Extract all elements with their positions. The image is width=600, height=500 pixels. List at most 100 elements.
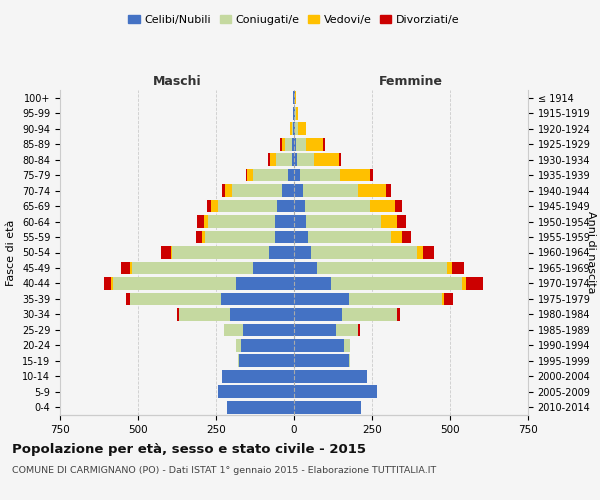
Bar [307,215,382,228]
Bar [221,292,294,306]
Bar [161,246,171,259]
Bar [247,169,253,181]
Bar [293,122,294,135]
Y-axis label: Fasce di età: Fasce di età [7,220,16,286]
Bar [292,122,293,135]
Bar [294,246,311,259]
Bar [222,370,294,382]
Bar [336,324,358,336]
Bar [277,200,294,212]
Bar [294,277,331,290]
Bar [230,308,294,321]
Bar [304,184,358,197]
Bar [382,215,397,228]
Bar [349,292,442,306]
Bar [292,138,294,150]
Bar [211,200,218,212]
Bar [171,246,172,259]
Legend: Celibi/Nubili, Coniugati/e, Vedovi/e, Divorziati/e: Celibi/Nubili, Coniugati/e, Vedovi/e, Di… [124,10,464,29]
Bar [294,107,295,120]
Bar [463,277,466,290]
Bar [395,200,401,212]
Bar [121,262,130,274]
Bar [444,292,453,306]
Bar [202,230,205,243]
Bar [284,138,292,150]
Bar [305,200,370,212]
Bar [224,324,242,336]
Bar [130,292,221,306]
Bar [242,324,294,336]
Bar [294,401,361,413]
Bar [294,324,336,336]
Bar [296,107,298,120]
Bar [344,339,350,351]
Text: Femmine: Femmine [379,74,443,88]
Bar [196,230,202,243]
Bar [288,169,294,181]
Bar [331,277,463,290]
Bar [172,246,269,259]
Bar [205,230,275,243]
Text: Popolazione per età, sesso e stato civile - 2015: Popolazione per età, sesso e stato civil… [12,442,366,456]
Text: COMUNE DI CARMIGNANO (PO) - Dati ISTAT 1° gennaio 2015 - Elaborazione TUTTITALIA: COMUNE DI CARMIGNANO (PO) - Dati ISTAT 1… [12,466,436,475]
Bar [112,277,113,290]
Bar [227,401,294,413]
Bar [218,386,294,398]
Bar [294,230,308,243]
Bar [294,154,297,166]
Bar [294,262,317,274]
Bar [179,308,230,321]
Bar [343,308,397,321]
Bar [276,154,292,166]
Bar [292,154,294,166]
Bar [269,154,276,166]
Bar [275,230,294,243]
Bar [397,308,400,321]
Bar [294,354,349,367]
Bar [401,230,411,243]
Bar [391,230,401,243]
Bar [323,138,325,150]
Bar [442,292,444,306]
Bar [294,138,296,150]
Bar [466,277,483,290]
Bar [349,354,350,367]
Bar [281,138,284,150]
Text: Maschi: Maschi [152,74,202,88]
Bar [424,246,434,259]
Bar [268,154,269,166]
Bar [294,122,295,135]
Bar [294,339,344,351]
Bar [297,154,314,166]
Bar [236,339,241,351]
Bar [203,215,208,228]
Bar [314,154,339,166]
Bar [294,169,299,181]
Bar [208,215,275,228]
Bar [317,262,447,274]
Bar [132,262,253,274]
Bar [197,215,203,228]
Bar [290,122,292,135]
Bar [294,386,377,398]
Bar [294,184,304,197]
Bar [113,277,236,290]
Bar [298,122,306,135]
Bar [226,184,232,197]
Bar [280,138,281,150]
Bar [222,184,226,197]
Bar [370,200,395,212]
Bar [293,107,294,120]
Bar [308,230,391,243]
Bar [397,215,406,228]
Bar [294,200,305,212]
Bar [130,262,132,274]
Bar [241,339,294,351]
Y-axis label: Anni di nascita: Anni di nascita [586,211,596,294]
Bar [358,324,359,336]
Bar [253,262,294,274]
Bar [294,215,307,228]
Bar [295,122,298,135]
Bar [206,200,211,212]
